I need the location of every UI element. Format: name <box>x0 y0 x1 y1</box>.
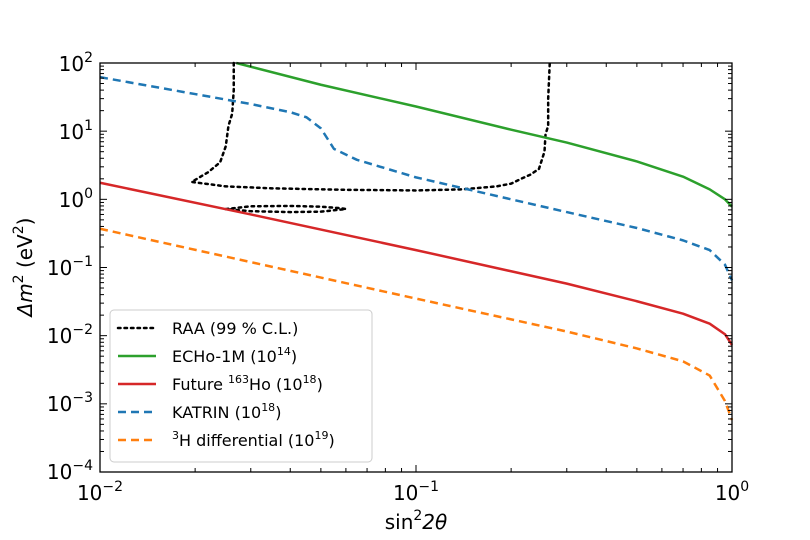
x-tick-label: 100 <box>715 479 749 505</box>
legend-label-echo: ECHo-1M (1014) <box>172 345 297 366</box>
series-line-raa-99-c-l-1 <box>224 204 348 214</box>
y-tick-label: 10−2 <box>47 322 93 348</box>
plot-frame <box>99 62 733 473</box>
series-line-future-0 <box>99 181 734 346</box>
y-tick-label: 101 <box>59 118 93 144</box>
x-tick-label: 10−1 <box>393 479 439 505</box>
y-tick-label: 10−4 <box>47 458 93 484</box>
x-tick-label: 10−2 <box>77 479 123 505</box>
series-line-echo-1m-0 <box>235 61 733 208</box>
legend-label-raa: RAA (99 % C.L.) <box>172 319 298 338</box>
y-axis-label: Δm2 (eV2) <box>11 218 37 319</box>
legend-label-katrin: KATRIN (1018) <box>172 401 281 422</box>
ticks-layer <box>99 62 733 473</box>
curves-layer <box>99 61 734 421</box>
y-tick-label: 100 <box>59 186 93 212</box>
y-tick-label: 10−1 <box>47 254 93 280</box>
x-axis-label: sin22θ <box>385 508 448 534</box>
y-tick-label: 102 <box>59 50 93 76</box>
legend-label-future-ho: Future 163Ho (1018) <box>172 373 323 394</box>
legend: RAA (99 % C.L.) ECHo-1M (1014) Future 16… <box>109 309 373 463</box>
series-line-raa-99-c-l-0 <box>190 61 551 192</box>
y-tick-label: 10−3 <box>47 390 93 416</box>
series-line-h-differential-0 <box>99 227 734 421</box>
legend-box <box>109 309 373 463</box>
series-line-katrin-0 <box>99 75 734 281</box>
legend-label-3h: 3H differential (1019) <box>172 429 335 450</box>
